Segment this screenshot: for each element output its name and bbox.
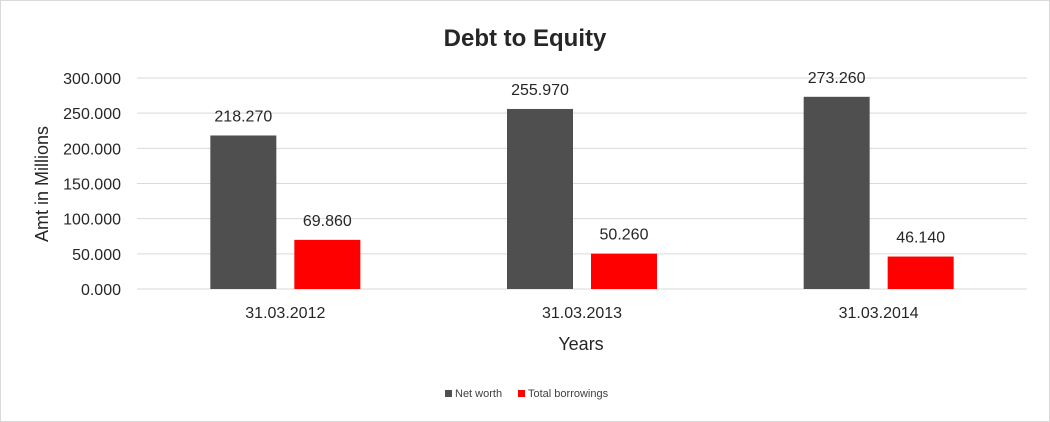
x-tick-label: 31.03.2013 bbox=[542, 305, 622, 322]
legend-label: Total borrowings bbox=[528, 388, 609, 400]
legend-label: Net worth bbox=[455, 388, 502, 400]
data-label: 218.270 bbox=[214, 108, 272, 125]
y-tick-label: 0.000 bbox=[81, 282, 121, 299]
data-label: 255.970 bbox=[511, 82, 569, 99]
legend-item: Net worth bbox=[445, 388, 502, 400]
gridlines bbox=[137, 77, 1027, 290]
legend-swatch bbox=[445, 390, 452, 397]
bar-net-worth bbox=[507, 108, 573, 289]
legend-swatch bbox=[518, 390, 525, 397]
data-label: 69.860 bbox=[303, 213, 352, 230]
y-tick-label: 50.000 bbox=[72, 247, 121, 264]
chart-title: Debt to Equity bbox=[444, 25, 607, 52]
y-tick-label: 100.000 bbox=[63, 212, 121, 229]
y-tick-label: 200.000 bbox=[63, 141, 121, 158]
data-label: 273.260 bbox=[808, 70, 866, 87]
bars: 218.270 69.860 255.970 50.260 273.260 46.140 bbox=[210, 70, 954, 290]
legend: Net worth Total borrowings bbox=[445, 388, 609, 400]
y-tick-label: 250.000 bbox=[63, 106, 121, 123]
x-axis-title: Years bbox=[558, 334, 603, 354]
data-label: 50.260 bbox=[600, 227, 649, 244]
x-axis-ticks: 31.03.2012 31.03.2013 31.03.2014 bbox=[245, 305, 919, 322]
y-axis-title: Amt in Millions bbox=[32, 126, 52, 242]
legend-item: Total borrowings bbox=[518, 388, 609, 400]
bar-total-borrowings bbox=[591, 253, 657, 289]
bar-total-borrowings bbox=[887, 256, 954, 289]
y-tick-label: 300.000 bbox=[63, 71, 121, 88]
bar-net-worth bbox=[210, 135, 277, 289]
bar-total-borrowings bbox=[294, 239, 361, 289]
x-tick-label: 31.03.2014 bbox=[839, 305, 919, 322]
y-axis-ticks: 0.000 50.000 100.000 150.000 200.000 250.000 3… bbox=[63, 71, 121, 299]
x-tick-label: 31.03.2012 bbox=[245, 305, 325, 322]
bar-net-worth bbox=[803, 96, 870, 290]
y-tick-label: 150.000 bbox=[63, 177, 121, 194]
data-label: 46.140 bbox=[896, 230, 945, 247]
